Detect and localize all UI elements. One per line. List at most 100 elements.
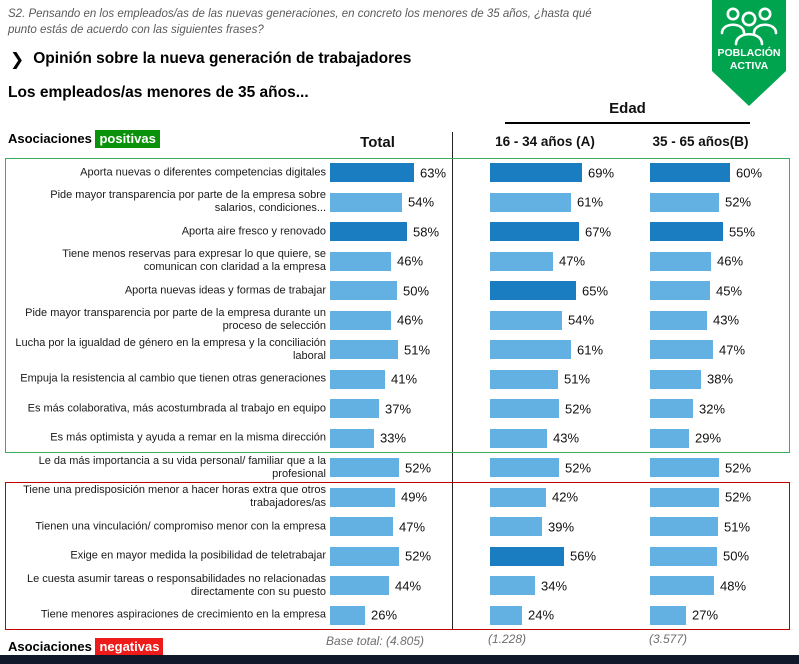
chart-row: Tiene menos reservas para expresar lo qu… — [0, 247, 799, 277]
chart-row: Pide mayor transparencia por parte de la… — [0, 306, 799, 336]
column-header-16-34: 16 - 34 años (A) — [495, 134, 595, 149]
bar-b — [650, 192, 719, 212]
bar-a — [490, 576, 535, 595]
chart-row: Es más optimista y ayuda a remar en la m… — [0, 424, 799, 454]
value-b: 45% — [716, 283, 743, 299]
bar-total — [330, 576, 389, 595]
value-total: 47% — [399, 519, 426, 535]
value-a: 67% — [585, 224, 612, 240]
chart-row: Aporta nuevas o diferentes competencias … — [0, 158, 799, 188]
bar-total — [330, 251, 391, 271]
value-total: 50% — [403, 283, 430, 299]
value-b: 43% — [713, 312, 740, 328]
value-b: 48% — [720, 578, 747, 594]
chart-subtitle: Los empleados/as menores de 35 años... — [8, 84, 309, 101]
value-a: 69% — [588, 165, 615, 181]
bar-b — [650, 428, 689, 448]
chart-row: Exige en mayor medida la posibilidad de … — [0, 542, 799, 572]
value-b: 52% — [725, 460, 752, 476]
bar-total — [330, 310, 391, 330]
row-label: Tiene menores aspiraciones de crecimient… — [40, 608, 326, 621]
value-total: 46% — [397, 253, 424, 269]
legend-positive-highlight: positivas — [95, 130, 160, 148]
value-b: 47% — [719, 342, 746, 358]
badge-label-line2: ACTIVA — [729, 60, 769, 73]
value-b: 52% — [725, 194, 752, 210]
badge-label: POBLACIÓN ACTIVA — [718, 47, 781, 73]
bar-total — [330, 222, 407, 241]
bar-a — [490, 487, 546, 507]
bar-a — [490, 281, 576, 300]
poblacion-activa-badge: POBLACIÓN ACTIVA — [712, 0, 786, 106]
value-total: 58% — [413, 224, 440, 240]
bar-a — [490, 192, 571, 212]
value-total: 63% — [420, 165, 447, 181]
base-16-34: (1.228) — [487, 632, 527, 646]
bar-a — [490, 163, 582, 182]
bar-a — [490, 222, 579, 241]
value-total: 52% — [405, 460, 432, 476]
value-b: 52% — [725, 489, 752, 505]
row-label: Aporta nuevas ideas y formas de trabajar — [124, 284, 326, 297]
bar-a — [490, 546, 564, 566]
value-a: 24% — [528, 607, 555, 623]
value-b: 55% — [729, 224, 756, 240]
value-total: 51% — [404, 342, 431, 358]
value-a: 56% — [570, 548, 597, 564]
bar-b — [650, 458, 719, 477]
bar-b — [650, 517, 718, 536]
bar-b — [650, 487, 719, 507]
value-a: 54% — [568, 312, 595, 328]
page-title-row: ❯ Opinión sobre la nueva generación de t… — [10, 50, 411, 68]
chart-row: Es más colaborativa, más acostumbrada al… — [0, 394, 799, 424]
bar-b — [650, 576, 714, 595]
bar-a — [490, 517, 542, 536]
value-a: 61% — [577, 342, 604, 358]
legend-positive-prefix: Asociaciones — [8, 131, 92, 146]
bar-total — [330, 458, 399, 477]
bar-a — [490, 428, 547, 448]
value-b: 50% — [723, 548, 750, 564]
value-a: 52% — [565, 460, 592, 476]
value-a: 47% — [559, 253, 586, 269]
column-header-total: Total — [360, 134, 395, 151]
value-total: 37% — [385, 401, 412, 417]
row-label: Es más colaborativa, más acostumbrada al… — [27, 402, 326, 415]
row-label: Aporta aire fresco y renovado — [181, 225, 326, 238]
row-label: Tienen una vinculación/ compromiso menor… — [35, 520, 326, 533]
legend-negative: Asociaciones negativas — [8, 638, 164, 656]
row-label: Empuja la resistencia al cambio que tien… — [20, 372, 326, 385]
bar-b — [650, 163, 730, 182]
bar-b — [650, 399, 693, 418]
value-b: 51% — [724, 519, 751, 535]
row-label: Tiene una predisposición menor a hacer h… — [23, 484, 326, 510]
legend-positive: Asociaciones positivas — [8, 130, 160, 148]
chart-row: Tiene menores aspiraciones de crecimient… — [0, 601, 799, 631]
bar-a — [490, 369, 558, 389]
group-header-edad: Edad — [505, 100, 750, 124]
bar-a — [490, 399, 559, 418]
value-b: 46% — [717, 253, 744, 269]
row-label: Es más optimista y ayuda a remar en la m… — [50, 431, 326, 444]
value-b: 29% — [695, 430, 722, 446]
value-a: 52% — [565, 401, 592, 417]
chart-row: Aporta aire fresco y renovado 58% 67% 55% — [0, 217, 799, 247]
row-label: Le da más importancia a su vida personal… — [38, 454, 326, 480]
row-label: Exige en mayor medida la posibilidad de … — [70, 549, 326, 562]
value-total: 26% — [371, 607, 398, 623]
bar-b — [650, 546, 717, 566]
value-total: 54% — [408, 194, 435, 210]
bar-total — [330, 340, 398, 359]
chart-row: Le cuesta asumir tareas o responsabilida… — [0, 571, 799, 601]
bar-total — [330, 428, 374, 448]
row-label: Lucha por la igualdad de género en la em… — [15, 336, 326, 362]
value-total: 41% — [391, 371, 418, 387]
chevron-right-icon: ❯ — [10, 49, 25, 69]
bar-a — [490, 340, 571, 359]
value-b: 38% — [707, 371, 734, 387]
bar-total — [330, 487, 395, 507]
footer-bar — [0, 655, 799, 664]
column-header-35-65: 35 - 65 años(B) — [652, 134, 749, 149]
value-total: 49% — [401, 489, 428, 505]
bar-b — [650, 310, 707, 330]
